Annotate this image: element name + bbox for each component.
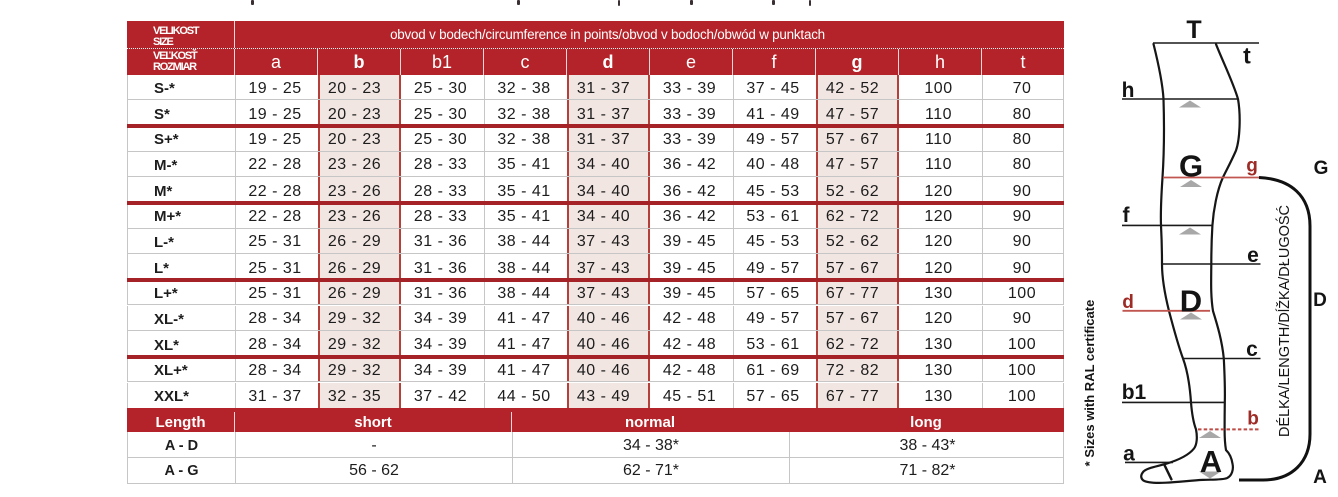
svg-text:c: c bbox=[1246, 338, 1258, 361]
svg-text:A: A bbox=[1313, 467, 1327, 488]
svg-text:b: b bbox=[1247, 409, 1259, 430]
svg-text:t: t bbox=[1243, 43, 1251, 69]
svg-text:D: D bbox=[1180, 284, 1202, 319]
svg-text:DÉLKA/LENGTH/DĺŽKA/DŁUGOŚĆ: DÉLKA/LENGTH/DĺŽKA/DŁUGOŚĆ bbox=[1275, 205, 1293, 437]
svg-text:* Sizes with RAL certificate: * Sizes with RAL certificate bbox=[1082, 300, 1097, 467]
svg-text:d: d bbox=[1122, 292, 1134, 313]
svg-text:G: G bbox=[1314, 158, 1329, 179]
svg-text:h: h bbox=[1122, 79, 1135, 102]
svg-text:b1: b1 bbox=[1122, 381, 1147, 404]
svg-text:g: g bbox=[1246, 156, 1258, 177]
svg-text:A: A bbox=[1200, 444, 1222, 479]
svg-text:f: f bbox=[1123, 204, 1131, 227]
svg-text:T: T bbox=[1186, 16, 1201, 44]
svg-text:D: D bbox=[1313, 290, 1327, 311]
svg-text:G: G bbox=[1179, 149, 1203, 184]
svg-text:e: e bbox=[1247, 244, 1259, 267]
svg-text:a: a bbox=[1123, 443, 1135, 466]
